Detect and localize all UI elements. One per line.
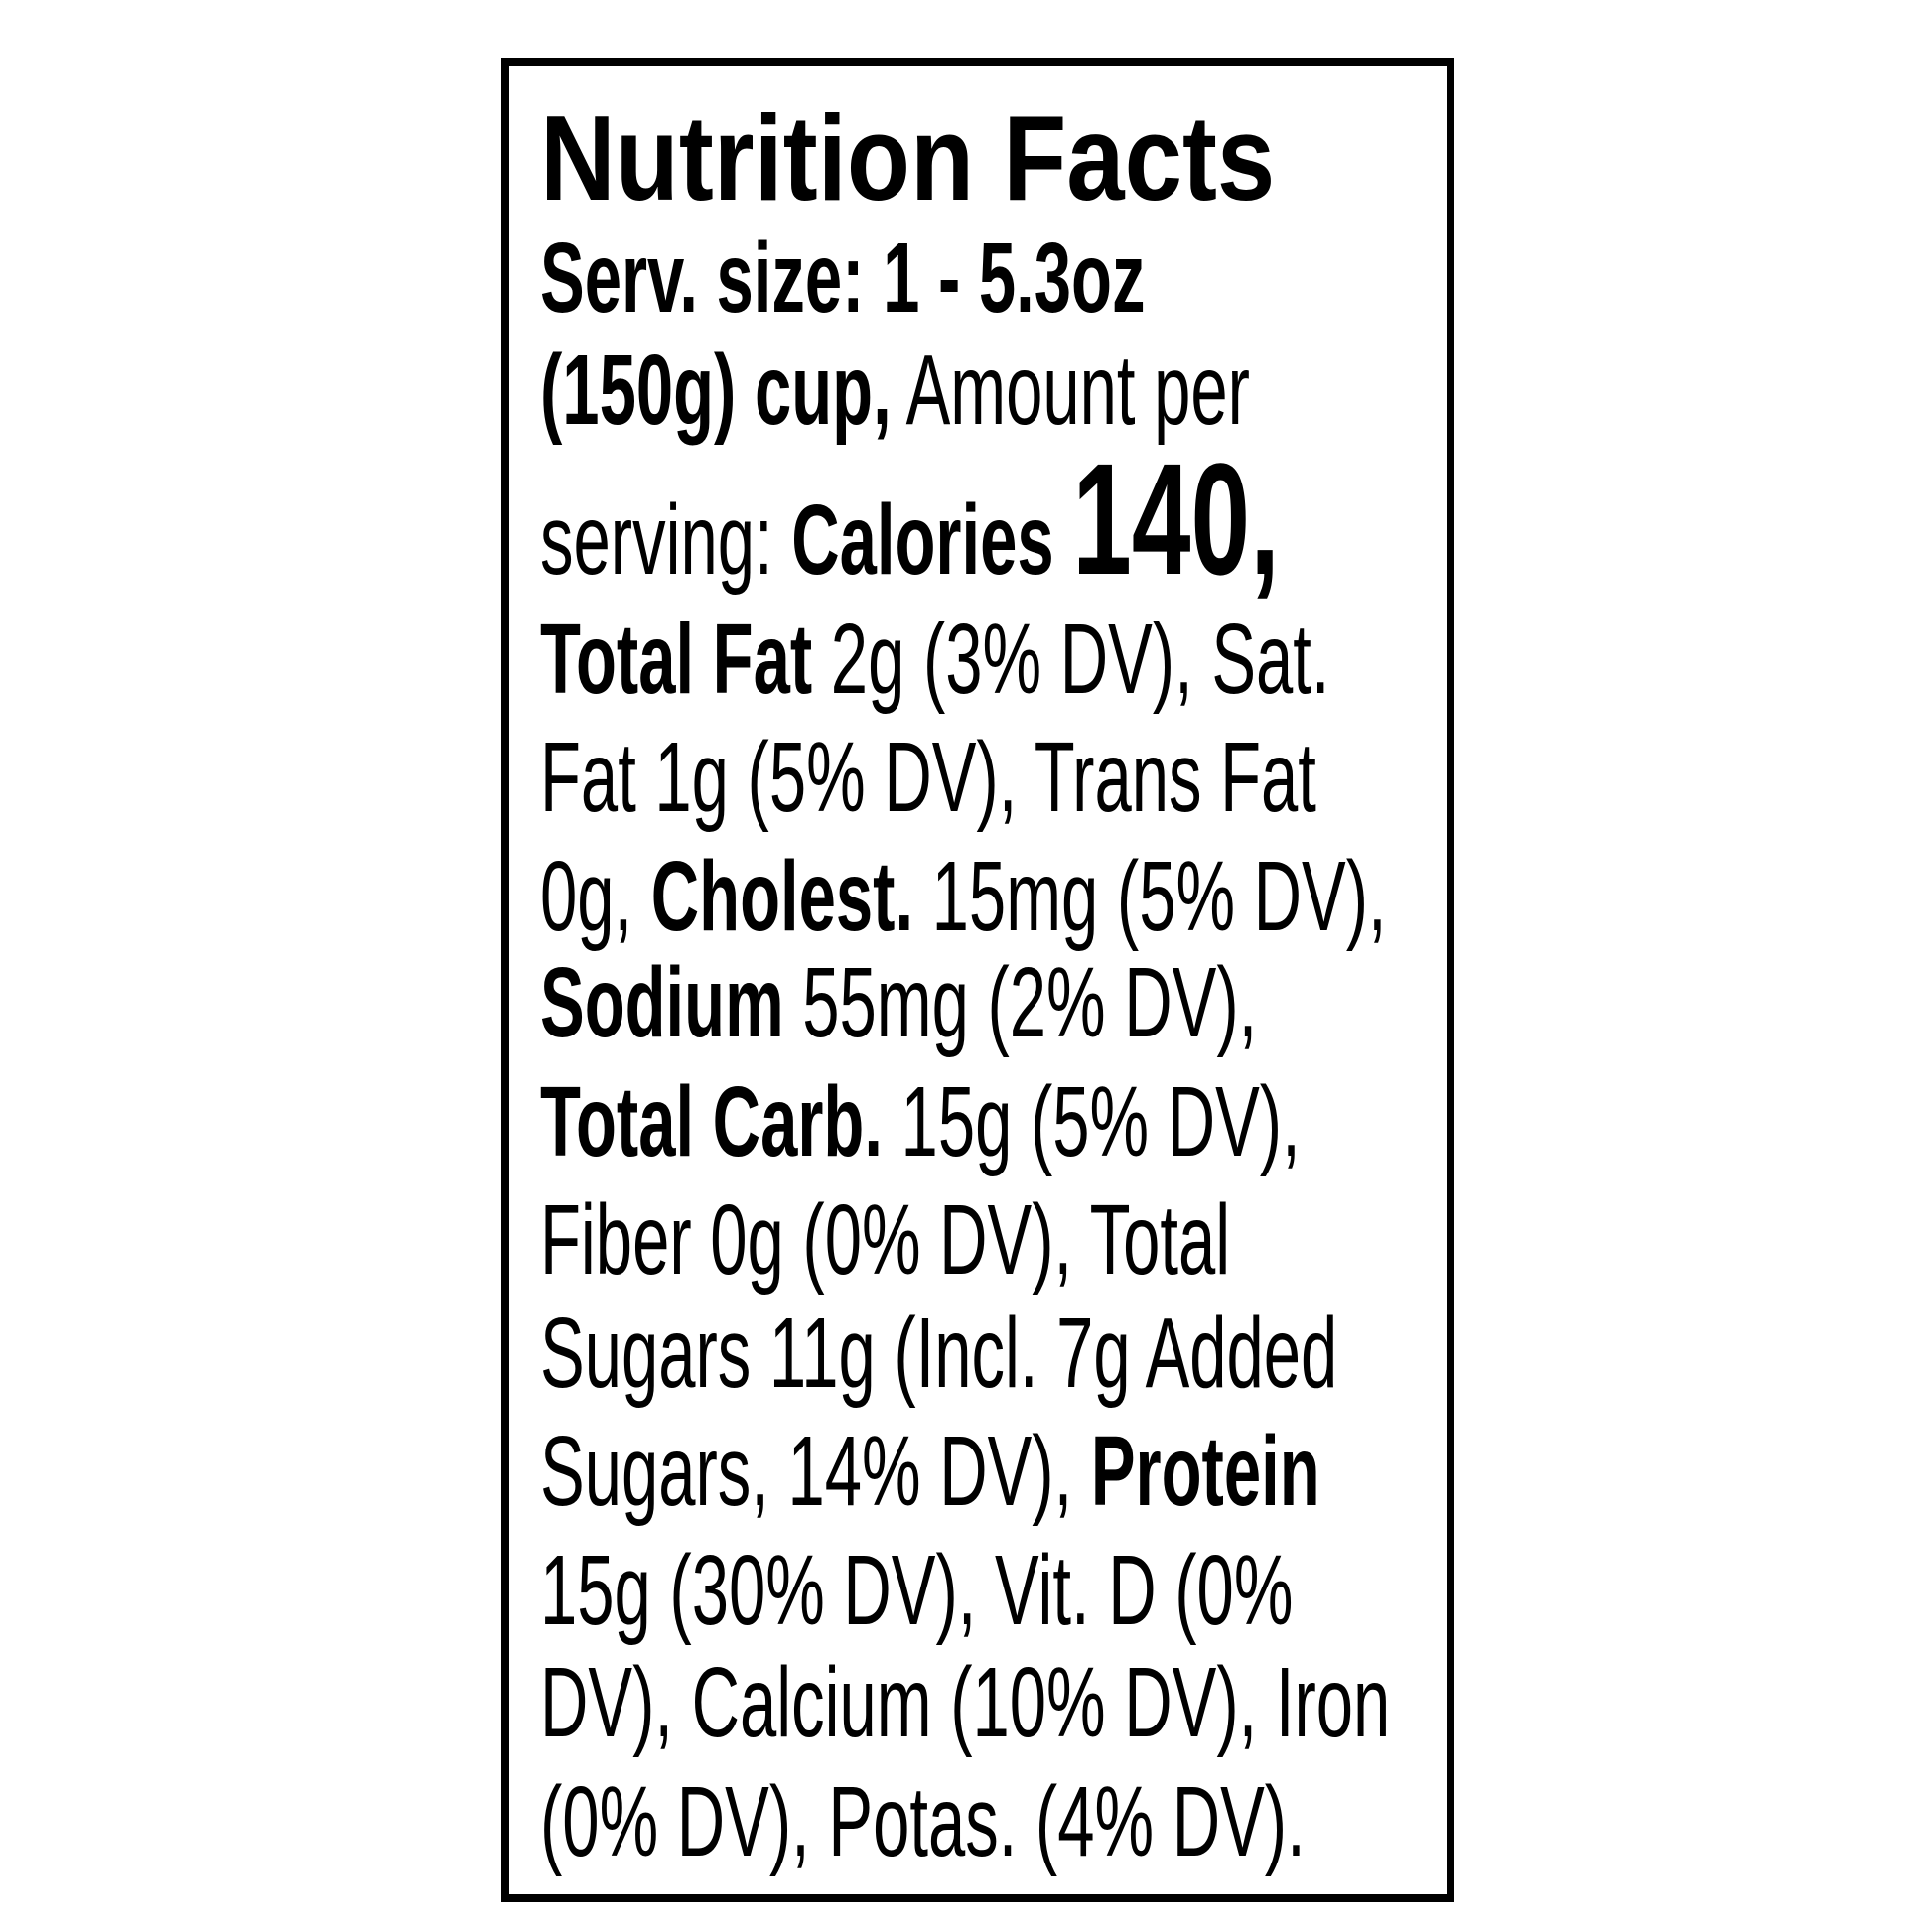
label-text: 15mg (5% DV), [913, 841, 1387, 952]
label-line: Sodium 55mg (2% DV), [540, 953, 1257, 1052]
label-text: Amount per [891, 335, 1250, 446]
label-text: (150g) cup, [540, 335, 892, 446]
label-line: Total Carb. 15g (5% DV), [540, 1072, 1301, 1172]
label-line: DV), Calcium (10% DV), Iron [540, 1653, 1390, 1752]
label-text: Protein [1090, 1416, 1320, 1527]
label-text: 15g (5% DV), [882, 1066, 1301, 1177]
label-text: Cholest. [650, 841, 914, 952]
label-line: Sugars 11g (Incl. 7g Added [540, 1304, 1337, 1403]
label-text: Total Carb. [540, 1066, 883, 1177]
label-line: (0% DV), Potas. (4% DV). [540, 1772, 1306, 1871]
label-text: Serv. size: 1 - 5.3oz [540, 222, 1146, 334]
label-text: 15g (30% DV), Vit. D (0% [540, 1535, 1294, 1646]
label-text: Total Fat [540, 604, 813, 715]
label-line: 0g, Cholest. 15mg (5% DV), [540, 847, 1387, 946]
label-text: 55mg (2% DV), [783, 947, 1258, 1058]
label-line: Serv. size: 1 - 5.3oz [540, 228, 1145, 328]
label-text: Sugars 11g (Incl. 7g Added [540, 1298, 1338, 1409]
label-text: (0% DV), Potas. (4% DV). [540, 1766, 1306, 1877]
label-text: Sodium [540, 947, 784, 1058]
label-line: 15g (30% DV), Vit. D (0% [540, 1541, 1293, 1640]
label-line: (150g) cup, Amount per [540, 341, 1250, 440]
label-text: 2g (3% DV), Sat. [812, 604, 1330, 715]
label-text: serving: [540, 484, 792, 596]
label-text: 0g, [540, 841, 651, 952]
nutrition-facts-panel [501, 58, 1454, 1902]
label-text: Fat 1g (5% DV), Trans Fat [540, 722, 1316, 833]
nutrition-facts-title: Nutrition Facts [540, 90, 1276, 225]
label-line: Fat 1g (5% DV), Trans Fat [540, 728, 1316, 827]
label-text: Sugars, 14% DV), [540, 1416, 1091, 1527]
label-text: Calories [791, 484, 1073, 596]
label-text: Fiber 0g (0% DV), Total [540, 1184, 1231, 1296]
label-line: Fiber 0g (0% DV), Total [540, 1190, 1230, 1290]
label-text: DV), Calcium (10% DV), Iron [540, 1647, 1391, 1758]
label-line: Sugars, 14% DV), Protein [540, 1422, 1320, 1521]
label-line: Total Fat 2g (3% DV), Sat. [540, 610, 1329, 709]
label-text: 140, [1072, 430, 1280, 608]
label-line: serving: Calories 140, [540, 440, 1280, 599]
